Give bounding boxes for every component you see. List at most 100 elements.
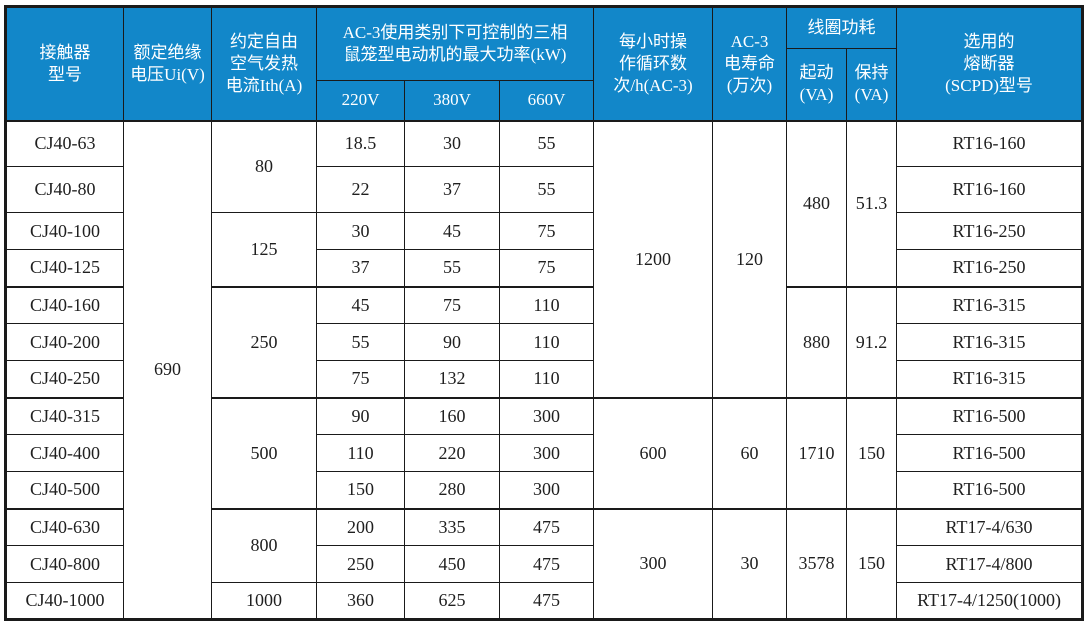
fuse-cell: RT17-4/800	[896, 545, 1084, 583]
coil-start-cell: 1710	[786, 396, 848, 509]
fuse-cell: RT17-4/630	[896, 507, 1084, 546]
model-cell: CJ40-63	[5, 120, 124, 167]
power-660-cell: 300	[498, 471, 595, 509]
power-380-cell: 220	[404, 434, 500, 472]
fuse-cell: RT16-500	[896, 434, 1084, 472]
fuse-cell: RT16-500	[896, 471, 1084, 509]
power-220-cell: 75	[316, 360, 405, 398]
coil-hold-cell: 150	[846, 507, 898, 620]
header-row-2: 起动 (VA) 保持 (VA)	[6, 48, 1083, 121]
table-row: CJ40-500 150 280 300 RT16-500	[5, 471, 1084, 509]
cycles-cell: 1200	[593, 120, 714, 398]
coil-start-cell: 880	[786, 285, 848, 398]
fuse-cell: RT16-315	[896, 285, 1084, 324]
power-220-cell: 22	[316, 166, 405, 213]
header-ac3-max-power: AC-3使用类别下可控制的三相 鼠笼型电动机的最大功率(kW)	[315, 6, 595, 81]
ith-cell: 250	[211, 285, 317, 398]
power-380-cell: 90	[404, 323, 500, 361]
power-220-cell: 360	[316, 582, 405, 620]
ith-cell: 1000	[211, 582, 317, 620]
ith-cell: 500	[211, 396, 317, 509]
model-cell: CJ40-400	[5, 434, 124, 472]
cycles-cell: 300	[593, 507, 714, 620]
power-220-cell: 250	[316, 545, 405, 583]
table-row: CJ40-200 55 90 110 RT16-315	[5, 323, 1084, 361]
model-cell: CJ40-630	[5, 507, 124, 546]
header-thermal-current: 约定自由 空气发热 电流Ith(A)	[211, 6, 317, 121]
power-380-cell: 45	[404, 212, 500, 250]
header-coil-start: 起动 (VA)	[786, 48, 848, 121]
header-cycles-per-hour: 每小时操 作循环数 次/h(AC-3)	[593, 6, 714, 121]
ui-voltage-cell: 690	[123, 120, 212, 620]
power-660-cell: 110	[498, 360, 595, 398]
power-220-cell: 45	[316, 285, 405, 324]
coil-hold-cell: 150	[846, 396, 898, 509]
power-220-cell: 37	[316, 249, 405, 287]
ith-cell: 800	[211, 507, 317, 583]
header-insulation-voltage: 额定绝缘 电压Ui(V)	[123, 6, 212, 121]
table-body: CJ40-63 690 80 18.5 30 55 1200 120 480 5…	[5, 120, 1084, 620]
power-380-cell: 30	[404, 120, 500, 167]
power-380-cell: 335	[404, 507, 500, 546]
coil-start-cell: 480	[786, 120, 848, 287]
power-220-cell: 18.5	[316, 120, 405, 167]
model-cell: CJ40-250	[5, 360, 124, 398]
model-cell: CJ40-160	[5, 285, 124, 324]
power-660-cell: 75	[498, 212, 595, 250]
table-row: CJ40-125 37 55 75 RT16-250	[5, 249, 1084, 287]
fuse-cell: RT16-250	[896, 249, 1084, 287]
power-220-cell: 90	[316, 396, 405, 435]
model-cell: CJ40-125	[5, 249, 124, 287]
model-cell: CJ40-100	[5, 212, 124, 250]
header-electrical-life: AC-3 电寿命 (万次)	[712, 6, 788, 121]
model-cell: CJ40-200	[5, 323, 124, 361]
fuse-cell: RT16-160	[896, 166, 1084, 213]
power-380-cell: 160	[404, 396, 500, 435]
power-660-cell: 475	[498, 582, 595, 620]
table-row: CJ40-250 75 132 110 RT16-315	[5, 360, 1084, 398]
header-380v: 380V	[404, 80, 500, 121]
power-380-cell: 37	[404, 166, 500, 213]
fuse-cell: RT16-315	[896, 323, 1084, 361]
contactor-spec-table: 接触器 型号 额定绝缘 电压Ui(V) 约定自由 空气发热 电流Ith(A) A…	[4, 5, 1085, 621]
header-220v: 220V	[316, 80, 405, 121]
header-contactor-model: 接触器 型号	[5, 6, 124, 121]
power-660-cell: 475	[498, 507, 595, 546]
model-cell: CJ40-800	[5, 545, 124, 583]
model-cell: CJ40-80	[5, 166, 124, 213]
power-220-cell: 110	[316, 434, 405, 472]
power-220-cell: 150	[316, 471, 405, 509]
power-660-cell: 110	[498, 323, 595, 361]
header-row-3: 220V 380V 660V	[6, 80, 1083, 121]
table-row: CJ40-630 800 200 335 475 300 30 3578 150…	[5, 507, 1084, 620]
model-cell: CJ40-1000	[5, 582, 124, 620]
power-220-cell: 55	[316, 323, 405, 361]
coil-hold-cell: 91.2	[846, 285, 898, 398]
table-row: CJ40-160 250 45 75 110 880 91.2 RT16-315	[5, 285, 1084, 398]
power-380-cell: 625	[404, 582, 500, 620]
power-220-cell: 200	[316, 507, 405, 546]
coil-start-cell: 3578	[786, 507, 848, 620]
power-660-cell: 475	[498, 545, 595, 583]
header-coil-consumption: 线圈功耗	[786, 6, 898, 49]
ith-cell: 125	[211, 212, 317, 287]
power-380-cell: 75	[404, 285, 500, 324]
life-cell: 120	[712, 120, 788, 398]
ith-cell: 80	[211, 120, 317, 213]
fuse-cell: RT17-4/1250(1000)	[896, 582, 1084, 620]
header-row-1: 接触器 型号 额定绝缘 电压Ui(V) 约定自由 空气发热 电流Ith(A) A…	[5, 6, 1084, 121]
power-660-cell: 300	[498, 434, 595, 472]
fuse-cell: RT16-500	[896, 396, 1084, 435]
power-220-cell: 30	[316, 212, 405, 250]
power-660-cell: 55	[498, 120, 595, 167]
table-row: CJ40-80 22 37 55 RT16-160	[5, 166, 1084, 213]
power-660-cell: 300	[498, 396, 595, 435]
power-660-cell: 75	[498, 249, 595, 287]
power-380-cell: 280	[404, 471, 500, 509]
power-660-cell: 55	[498, 166, 595, 213]
model-cell: CJ40-315	[5, 396, 124, 435]
fuse-cell: RT16-315	[896, 360, 1084, 398]
table-header: 接触器 型号 额定绝缘 电压Ui(V) 约定自由 空气发热 电流Ith(A) A…	[5, 6, 1084, 121]
life-cell: 30	[712, 507, 788, 620]
